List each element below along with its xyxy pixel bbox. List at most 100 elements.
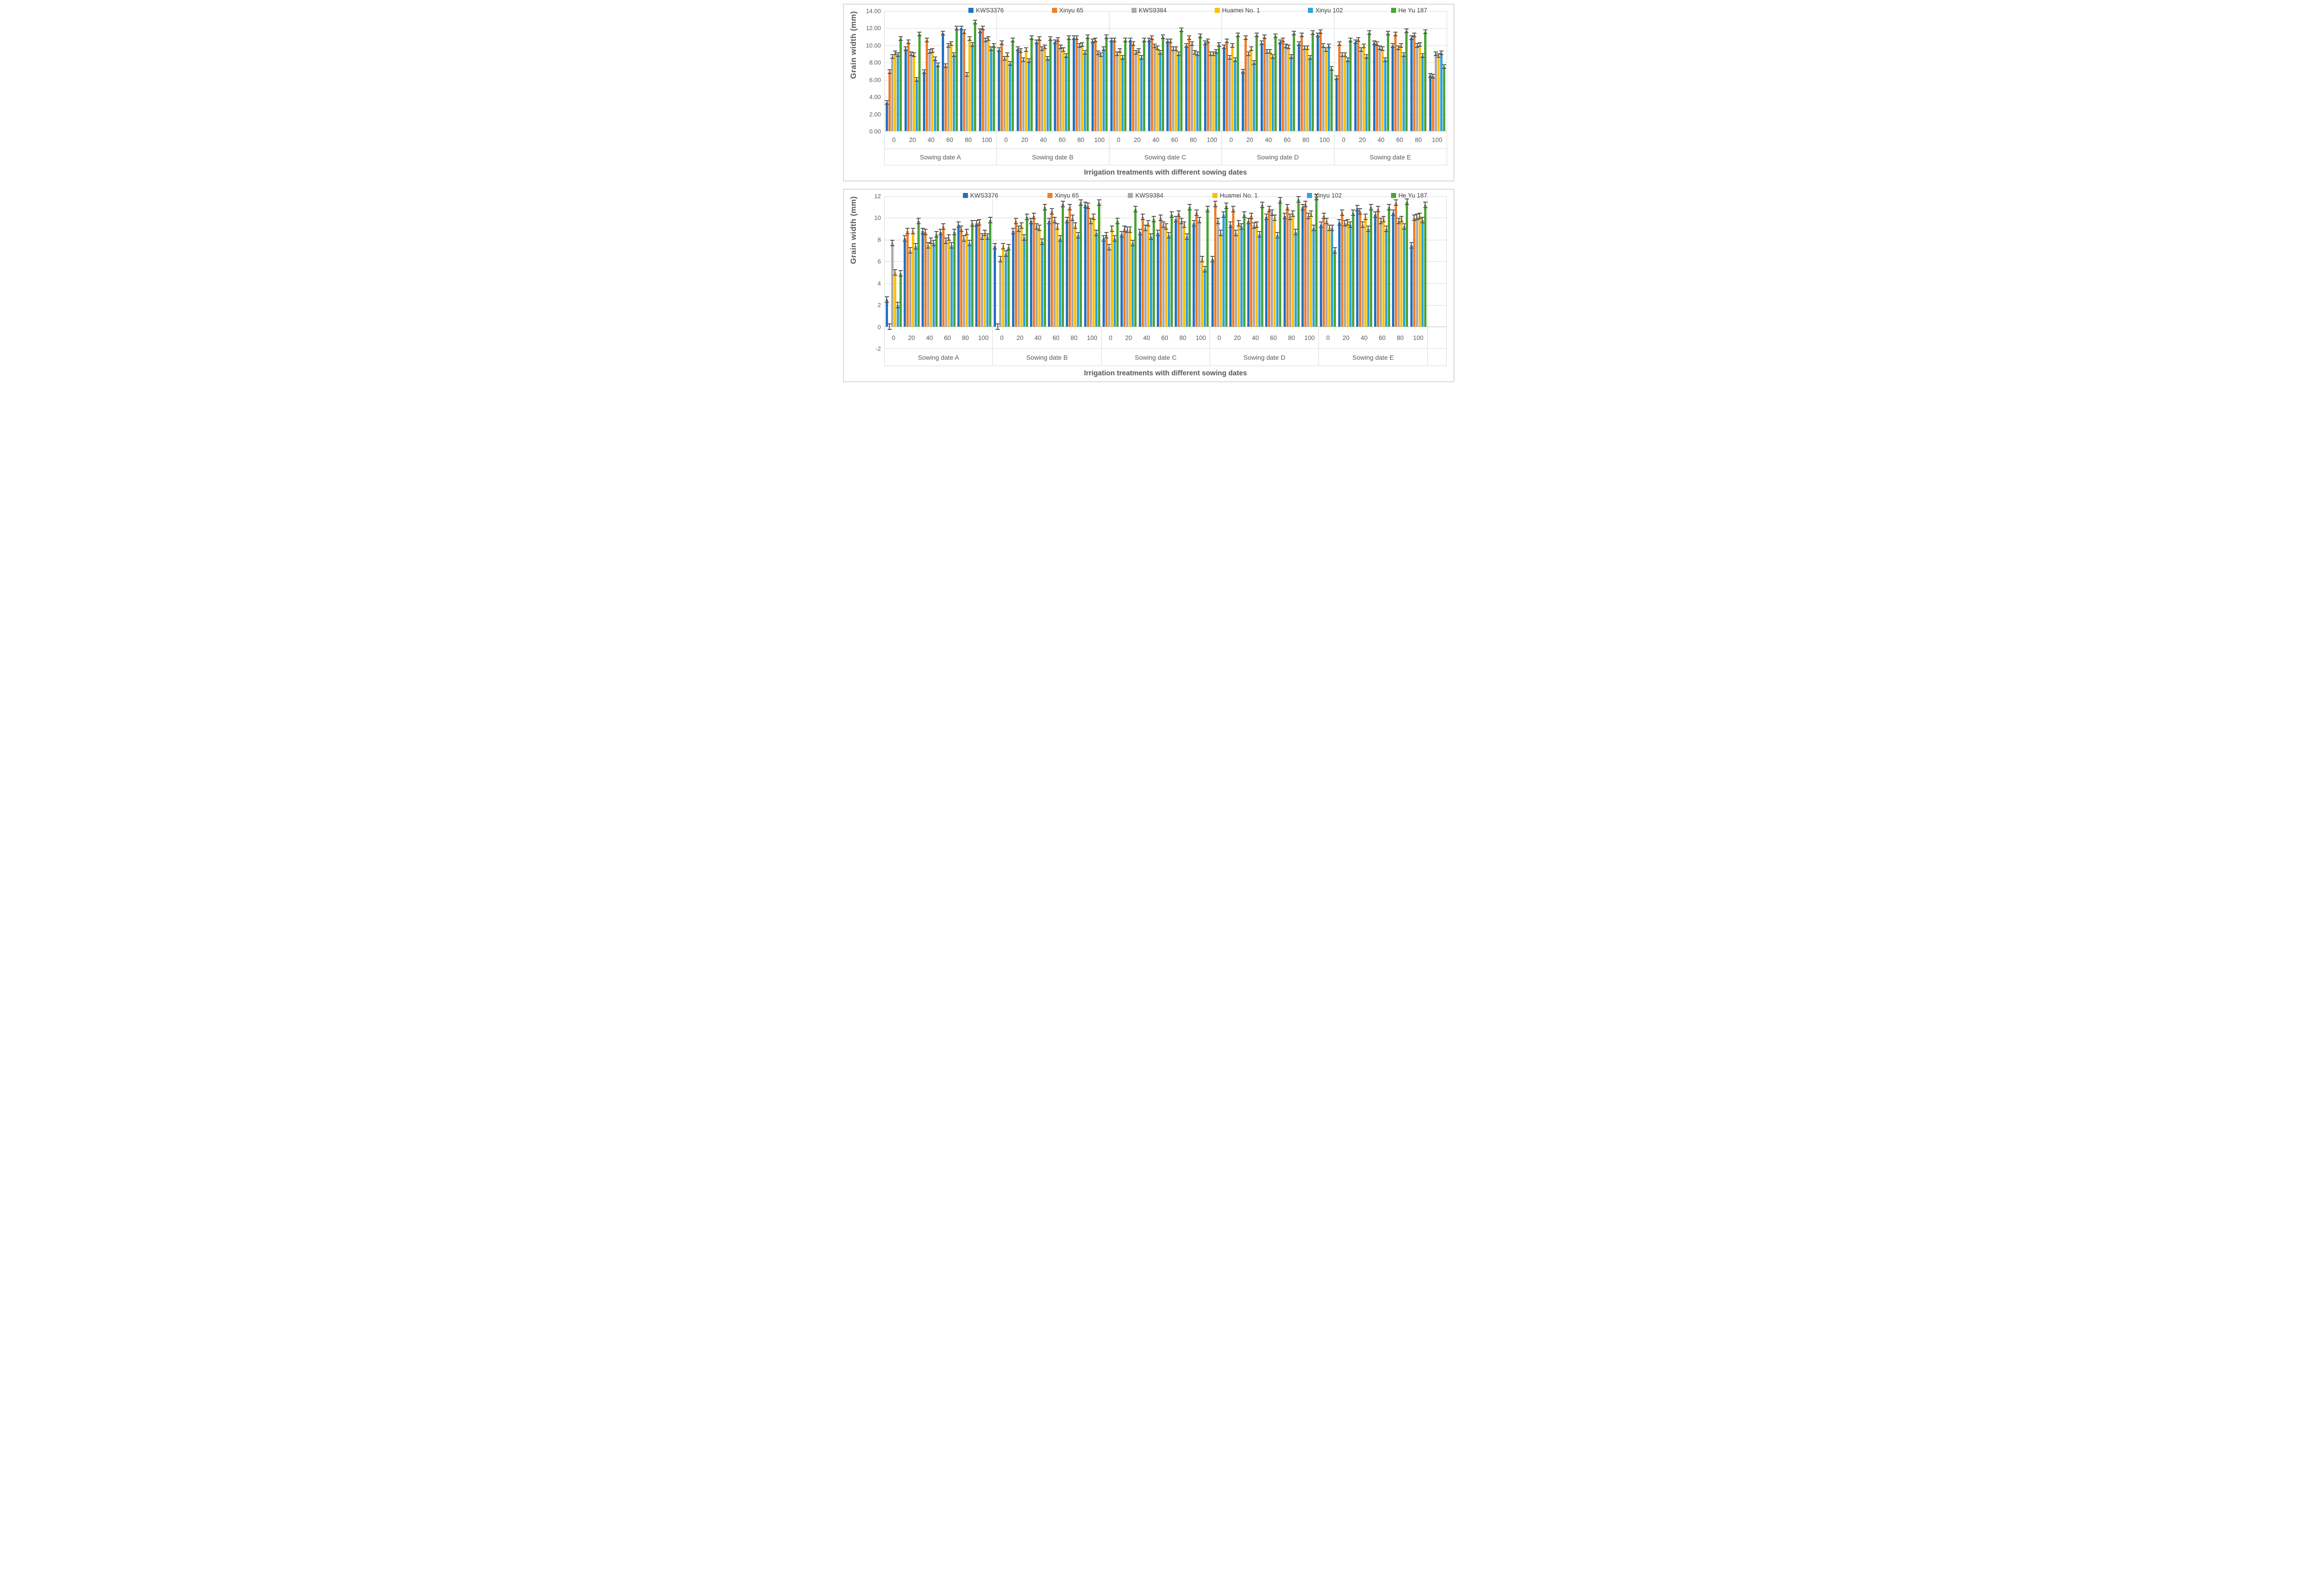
bar-fill [1135, 52, 1137, 131]
bar-huamei-no-1 [946, 234, 951, 327]
error-bar [1340, 52, 1345, 57]
bar-he-yu-187 [1278, 197, 1283, 327]
bar-group-80 [1296, 11, 1315, 131]
bar-huamei-no-1 [1137, 48, 1141, 131]
bar-fill [1443, 67, 1445, 131]
bar-group-60 [1047, 196, 1065, 327]
bar-kws9384 [1058, 45, 1063, 131]
bar-kws3376 [1259, 40, 1264, 131]
bar-fill [1056, 226, 1059, 327]
bar-fill [1319, 31, 1322, 131]
irrigation-tick-label: 0 [892, 334, 895, 341]
bar-kws9384 [1284, 44, 1288, 131]
bar-xinyu-65 [1375, 41, 1379, 131]
bar-kws3376 [1315, 33, 1320, 131]
bar-xinyu-65 [943, 63, 948, 131]
bar-fill [1030, 37, 1033, 131]
bar-fill [1043, 47, 1046, 131]
bar-fill [1048, 221, 1051, 327]
bar-fill [1199, 36, 1202, 131]
bar-group-40 [1029, 196, 1047, 327]
error-bar [1216, 42, 1221, 47]
bar-kws9384 [1125, 226, 1130, 327]
bar-kws9384 [1107, 244, 1111, 327]
error-bar [1335, 75, 1339, 80]
error-bar [1362, 44, 1366, 49]
bar-group-60 [1165, 11, 1184, 131]
bar-fill [1069, 207, 1071, 327]
error-bar [1004, 250, 1008, 257]
error-bar [1241, 68, 1245, 74]
bar-kws3376 [1109, 38, 1114, 131]
error-bar [1112, 38, 1117, 43]
irrigation-tick-label: 0 [1217, 334, 1221, 341]
error-bar [1194, 209, 1199, 216]
error-bar [1249, 46, 1253, 51]
bar-xinyu-102 [1384, 226, 1389, 327]
error-bar [1029, 218, 1033, 225]
bar-huamei-no-1 [1073, 222, 1078, 327]
error-bar [1193, 50, 1197, 55]
error-bar [1161, 221, 1165, 228]
bar-group-60 [1391, 11, 1409, 131]
error-bar [1120, 55, 1125, 60]
bar-fill [1188, 207, 1191, 327]
legend-swatch [1391, 8, 1396, 13]
error-bar [1058, 45, 1063, 50]
error-bar [1077, 43, 1082, 48]
bar-group-80 [1065, 196, 1083, 327]
panel-row: 0 20 40 60 80 100 Sowing date A 0 20 40 60 80 100 Sow… [884, 194, 1447, 366]
bar-fill [1126, 230, 1129, 327]
bar-he-yu-187 [1169, 211, 1174, 327]
bar-xinyu-65 [1358, 208, 1362, 327]
error-bar [1088, 218, 1093, 225]
error-bar [1146, 220, 1150, 227]
bar-xinyu-65 [1300, 33, 1304, 131]
error-bar [1312, 224, 1316, 231]
bar-kws9384 [890, 54, 895, 131]
empty-sowing-cell [1427, 349, 1447, 366]
bar-fill [1325, 221, 1328, 327]
bar-fill [1245, 37, 1247, 131]
error-bar [1011, 227, 1015, 234]
bar-xinyu-102 [951, 52, 956, 131]
legend-item-xinyu-102: Xinyu 102 [1307, 192, 1342, 199]
irrigation-tick-label: 100 [1094, 136, 1105, 143]
bar-xinyu-102 [1348, 221, 1352, 327]
bar-fill [1290, 56, 1293, 131]
irrigation-label-row: 0 20 40 60 80 100 [1101, 327, 1210, 349]
error-bar [1042, 45, 1047, 50]
irrigation-tick-label: 100 [1195, 334, 1206, 341]
error-bar [1076, 232, 1081, 239]
irrigation-tick-label: 20 [1358, 136, 1366, 143]
bar-fill [1217, 44, 1220, 131]
bar-xinyu-102 [1239, 223, 1244, 327]
bar-huamei-no-1 [1218, 230, 1223, 327]
legend-item-xinyu-65: Xinyu 65 [1047, 192, 1079, 199]
bar-huamei-no-1 [986, 36, 990, 131]
error-bar [1281, 38, 1285, 43]
irrigation-tick-label: 100 [1086, 334, 1098, 341]
error-bar [1353, 40, 1358, 45]
bar-xinyu-65 [980, 26, 985, 131]
error-bar [1386, 31, 1390, 36]
irrigation-tick-label: 40 [1252, 334, 1259, 341]
bar-fill [1434, 54, 1437, 131]
bar-fill [1226, 41, 1228, 131]
bar-fill [894, 272, 896, 327]
bar-he-yu-187 [1442, 64, 1446, 131]
bar-group-60 [1264, 196, 1283, 327]
error-bar [916, 218, 921, 225]
bar-fill [1242, 71, 1244, 131]
legend-swatch [1131, 8, 1137, 13]
error-bar [1045, 56, 1050, 61]
error-bar [1005, 52, 1010, 57]
bar-fill [907, 42, 910, 131]
legend-swatch [1215, 8, 1220, 13]
bar-kws9384 [890, 239, 894, 327]
bar-kws9384 [944, 238, 948, 327]
bar-fill [950, 245, 953, 327]
bar-xinyu-102 [1177, 51, 1181, 131]
bar-fill [918, 34, 921, 131]
error-bar [930, 48, 935, 53]
